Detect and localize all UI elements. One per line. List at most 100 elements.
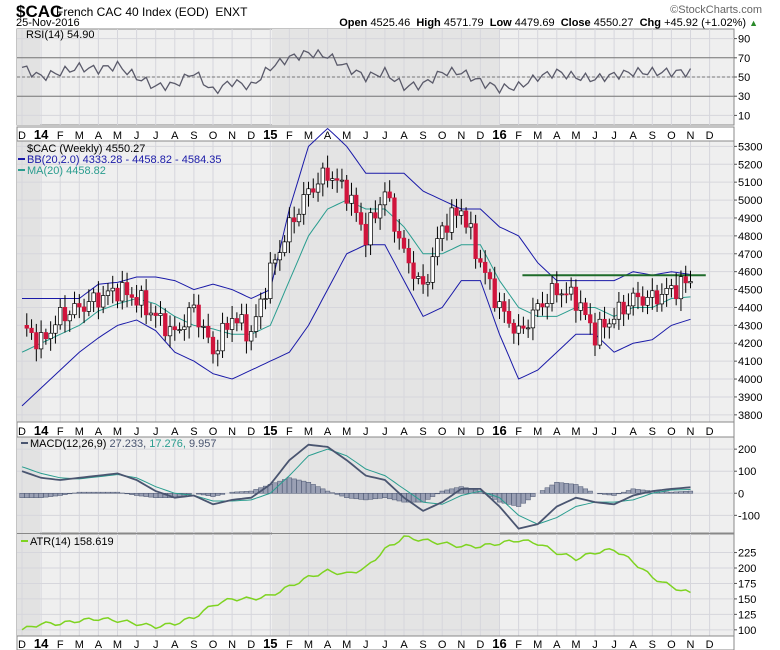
candle-body: [311, 188, 316, 193]
candle-body: [358, 212, 364, 225]
candle-body: [301, 194, 306, 215]
candle-body: [525, 327, 531, 330]
candle-body: [134, 297, 139, 306]
price-tick-label: 5000: [738, 195, 762, 207]
candle-body: [674, 285, 679, 300]
candle-body: [578, 302, 583, 311]
candle-body: [483, 261, 488, 273]
candle-body: [253, 316, 259, 332]
macd-histogram-bar: [344, 493, 350, 498]
date-tick-label: M: [342, 130, 351, 142]
candle-body: [167, 326, 173, 337]
date-axis: [16, 126, 735, 142]
macd-histogram-bar: [387, 493, 393, 500]
date-tick-label: A: [400, 639, 408, 650]
candle-body: [335, 178, 340, 181]
macd-histogram-bar: [114, 491, 121, 494]
date-tick-label: 14: [34, 423, 49, 438]
candle-body: [640, 296, 645, 306]
price-tick-label: 3800: [738, 410, 762, 422]
candle-body: [659, 294, 664, 305]
macd-histogram-bar: [554, 481, 560, 494]
date-tick-label: F: [286, 130, 293, 142]
macd-histogram-bar: [81, 491, 87, 494]
candle-body: [592, 322, 598, 346]
date-tick-label: 16: [492, 636, 506, 650]
date-tick-label: D: [706, 426, 714, 438]
date-tick-label: M: [75, 639, 84, 650]
price-tick-label: 5200: [738, 159, 762, 171]
macd-shade: [17, 437, 40, 533]
price-tick-label: 4100: [738, 356, 762, 368]
date-tick-label: A: [553, 639, 561, 650]
candle-body: [521, 325, 526, 329]
date-tick-label: D: [247, 426, 255, 438]
macd-histogram-bar: [687, 490, 694, 494]
up-arrow-icon: ▲: [749, 18, 758, 28]
candle-body: [339, 179, 345, 182]
macd-histogram-bar: [95, 491, 101, 494]
candle-body: [492, 278, 497, 309]
atr-shade: [17, 534, 40, 636]
price-tick-label: 4000: [738, 374, 762, 386]
date-tick-label: J: [363, 639, 369, 650]
macd-signal-line: [21, 448, 691, 525]
candle-body: [330, 178, 335, 181]
macd-histogram-bar: [559, 482, 565, 494]
date-tick-label: A: [95, 130, 103, 142]
date-tick-label: F: [286, 639, 293, 650]
macd-histogram-bar: [86, 491, 92, 494]
date-tick-label: S: [419, 130, 426, 142]
macd-histogram-bar: [568, 483, 574, 494]
date-tick-label: J: [592, 639, 598, 650]
date-tick-label: A: [171, 426, 179, 438]
candle-body: [588, 314, 593, 324]
candle-body: [81, 306, 87, 312]
candle-body: [611, 318, 617, 325]
candle-body: [377, 204, 383, 219]
macd-histogram-bar: [664, 491, 670, 494]
candle-body: [77, 303, 82, 308]
date-tick-label: A: [553, 426, 561, 438]
candle-body: [631, 292, 636, 307]
candle-body: [24, 325, 29, 329]
candle-body: [411, 262, 416, 279]
candle-body: [468, 223, 473, 228]
macd-histogram-bar: [110, 491, 116, 494]
candle-body: [506, 310, 512, 324]
date-tick-label: O: [209, 639, 218, 650]
macd-histogram-bar: [329, 492, 335, 494]
date-tick-label: D: [476, 426, 484, 438]
macd-histogram-bar: [449, 488, 455, 494]
macd-histogram-bar: [215, 493, 221, 496]
macd-histogram-bar: [220, 493, 226, 495]
candle-body: [616, 301, 622, 320]
candle-body: [38, 332, 44, 350]
macd-histogram-bar: [52, 493, 58, 497]
candle-body: [325, 167, 330, 181]
date-tick-label: 14: [34, 636, 49, 650]
macd-histogram-bar: [549, 484, 555, 494]
macd-histogram-bar: [516, 493, 522, 507]
price-tick-label: 4800: [738, 231, 762, 243]
price-tick-label: 4900: [738, 213, 762, 225]
date-tick-label: A: [324, 639, 332, 650]
candle-body: [196, 304, 201, 328]
macd-histogram-bar: [286, 477, 292, 494]
candle-body: [397, 231, 402, 239]
candle-body: [129, 294, 134, 298]
rsi-tick-label: 30: [738, 91, 750, 103]
candle-body: [268, 262, 273, 299]
date-tick-label: F: [57, 130, 64, 142]
date-tick-label: N: [228, 130, 236, 142]
macd-histogram-bar: [668, 491, 674, 494]
macd-histogram-bar: [57, 493, 63, 496]
date-tick-label: M: [533, 639, 542, 650]
date-tick-label: S: [649, 639, 656, 650]
macd-histogram-bar: [19, 493, 25, 498]
date-tick-label: M: [304, 426, 313, 438]
date-tick-label: J: [611, 130, 617, 142]
date-tick-label: M: [571, 639, 580, 650]
candle-body: [34, 332, 39, 350]
high-label: High: [416, 17, 441, 29]
